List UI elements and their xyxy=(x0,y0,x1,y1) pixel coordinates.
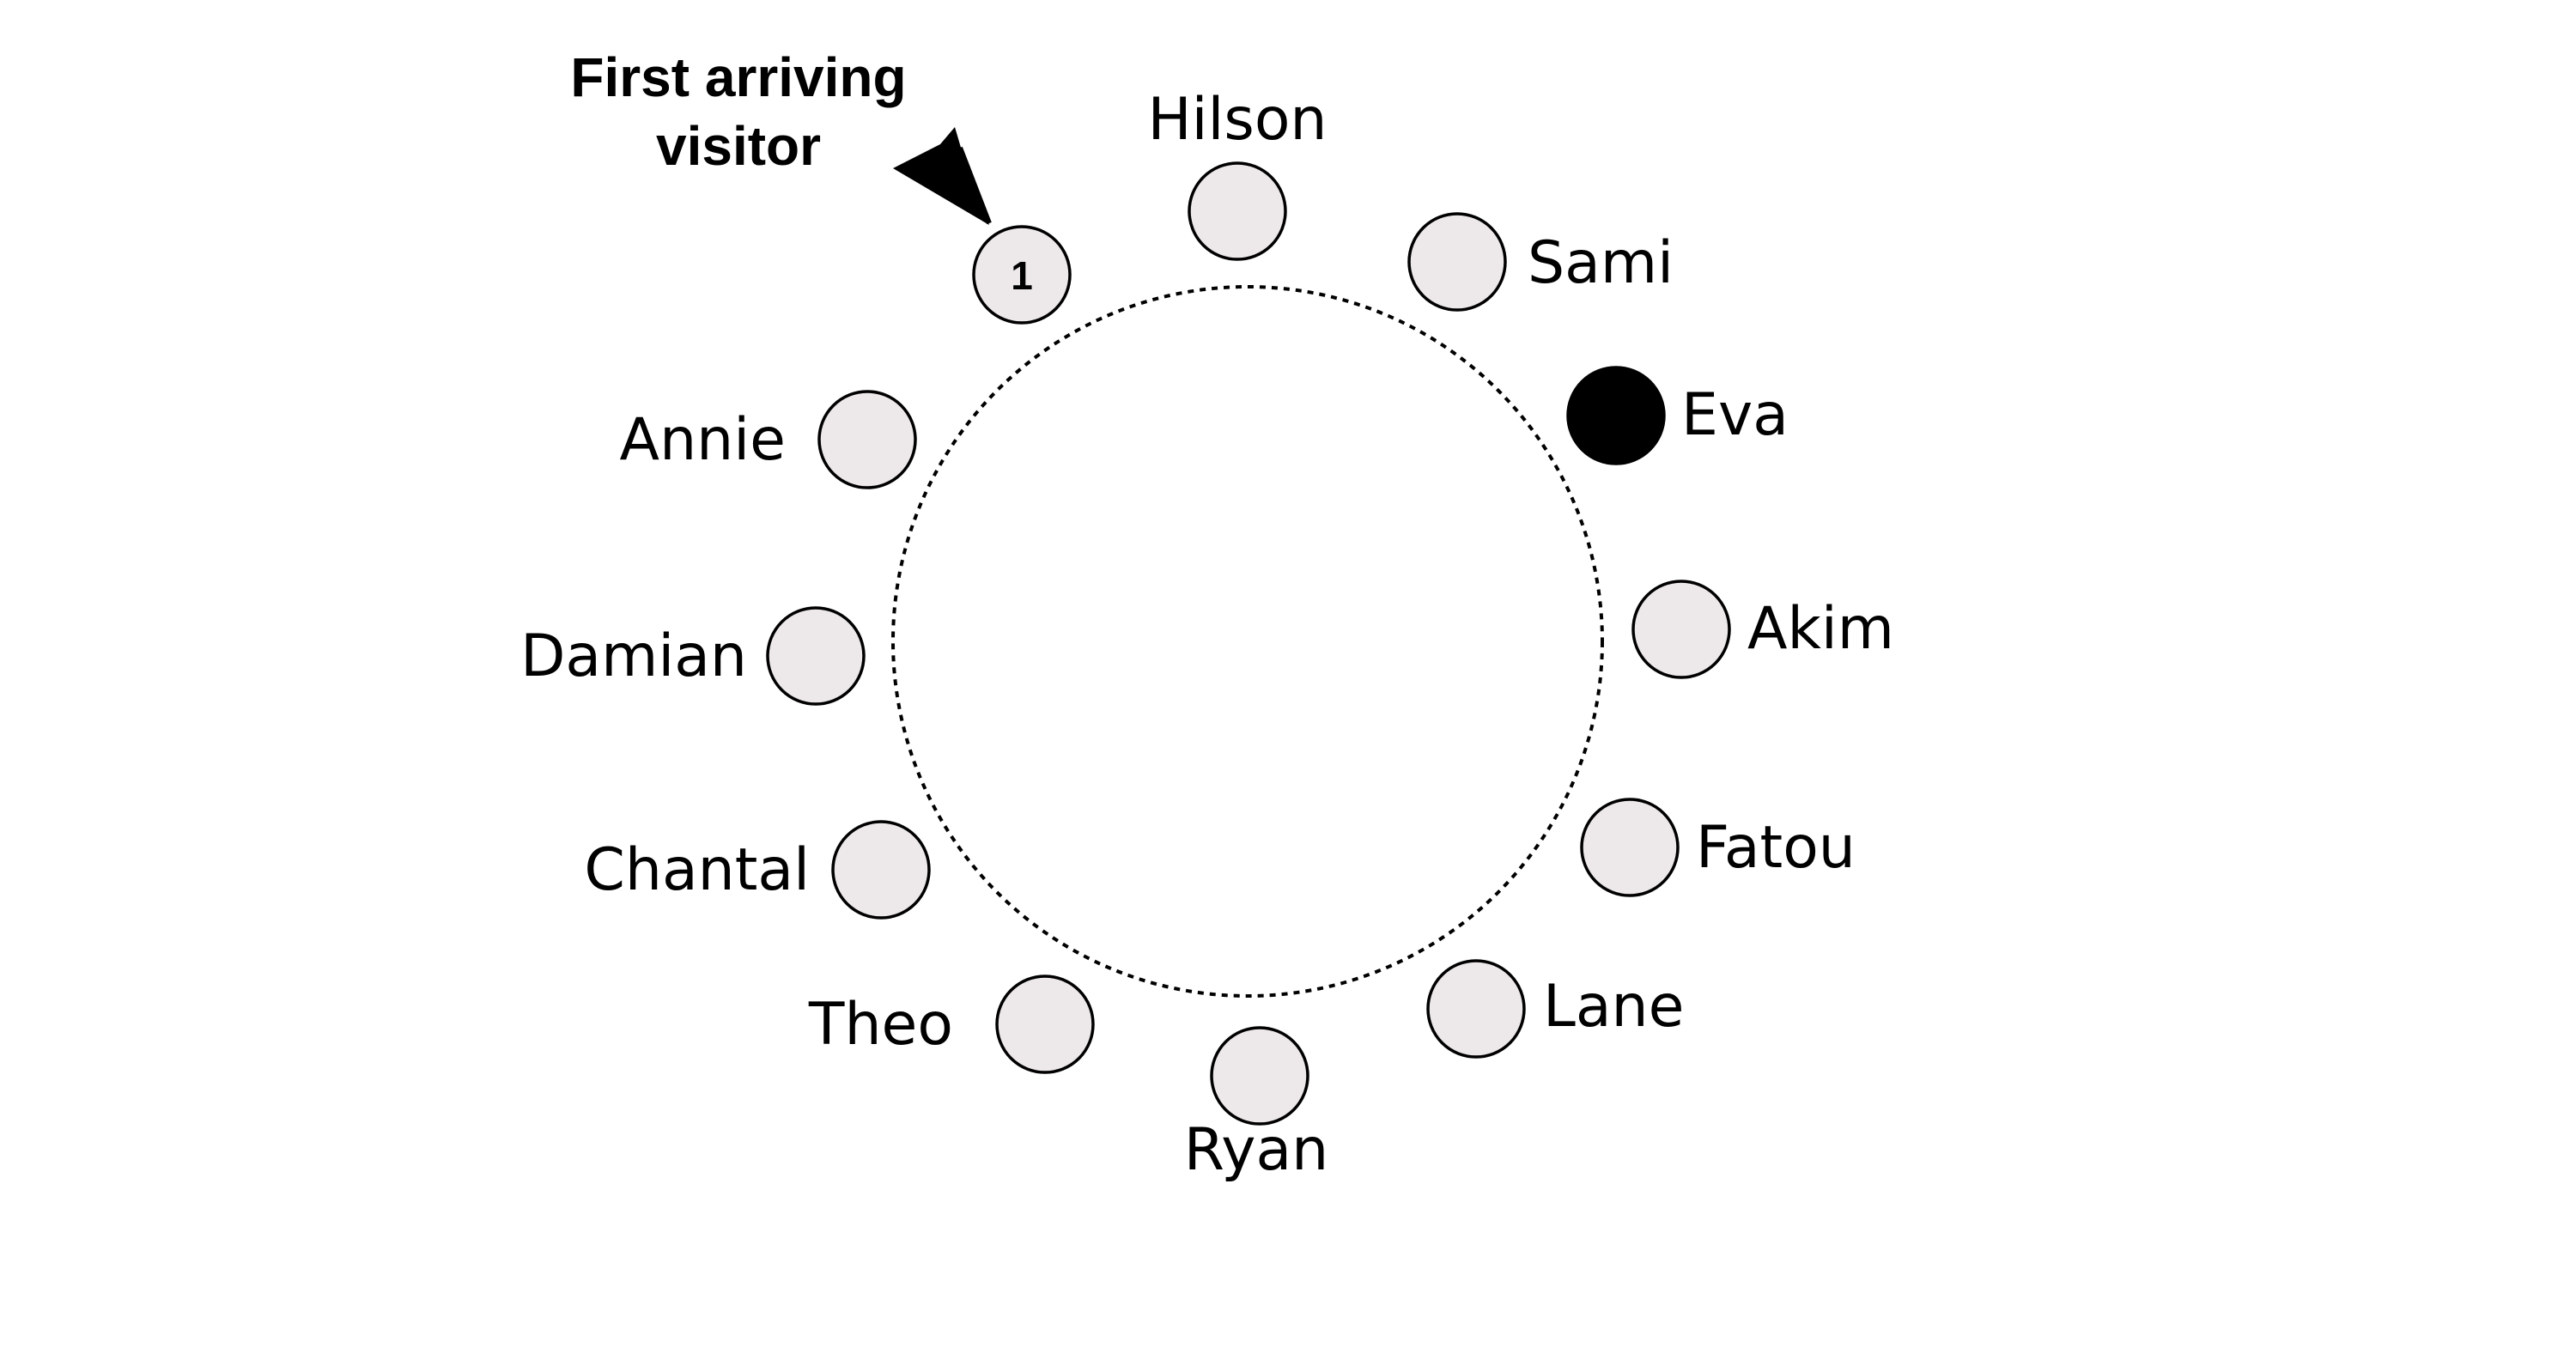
seat-lane xyxy=(1426,959,1526,1059)
name-lane: Lane xyxy=(1543,973,1685,1041)
seat-theo xyxy=(995,974,1095,1074)
name-damian: Damian xyxy=(520,622,747,690)
seat-first-visitor xyxy=(972,225,1072,325)
seat-akim xyxy=(1631,580,1731,679)
arrow-icon xyxy=(893,127,992,225)
name-fatou: Fatou xyxy=(1696,814,1856,882)
name-chantal: Chantal xyxy=(584,836,810,904)
seat-hilson xyxy=(1188,161,1287,261)
seat-sami xyxy=(1407,212,1507,312)
name-ryan: Ryan xyxy=(1184,1116,1329,1184)
name-eva: Eva xyxy=(1681,381,1789,449)
name-sami: Sami xyxy=(1528,229,1674,297)
name-annie: Annie xyxy=(620,406,786,474)
seat-fatou xyxy=(1580,798,1680,897)
callout-line-2: visitor xyxy=(656,115,821,177)
table-outline xyxy=(891,285,1604,998)
seat-number: 1 xyxy=(1011,253,1033,298)
name-akim: Akim xyxy=(1747,595,1894,663)
seat-eva xyxy=(1566,366,1666,465)
name-theo: Theo xyxy=(808,991,953,1059)
seat-ryan xyxy=(1210,1026,1309,1126)
callout-line-1: First arriving xyxy=(570,46,906,108)
seat-annie xyxy=(817,390,917,489)
name-hilson: Hilson xyxy=(1147,86,1327,154)
seat-damian xyxy=(766,606,866,706)
seat-chantal xyxy=(831,820,931,920)
